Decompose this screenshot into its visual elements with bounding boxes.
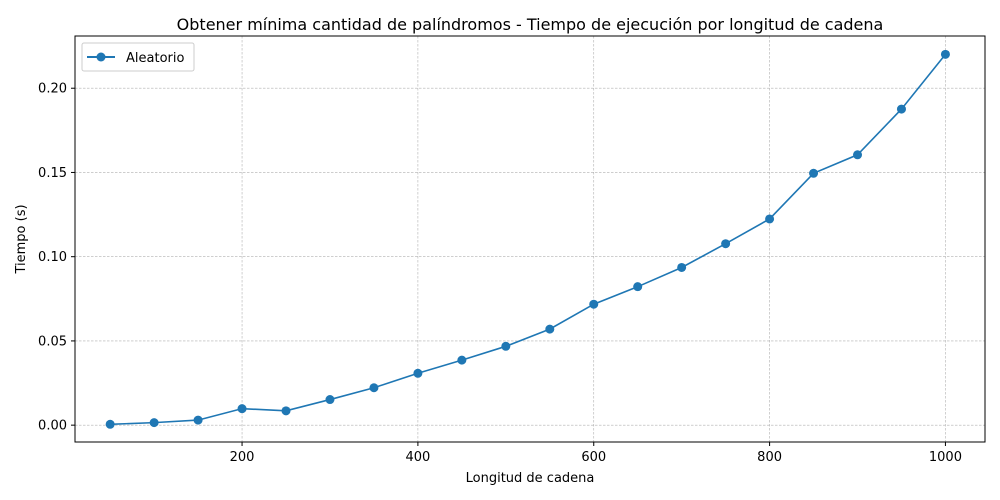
series-layer: [105, 49, 950, 429]
data-point: [193, 415, 203, 425]
x-tick-label: 600: [581, 450, 606, 465]
x-tick-label: 1000: [929, 450, 962, 465]
data-point: [721, 239, 731, 249]
data-point: [369, 383, 379, 393]
plot-frame: [74, 35, 986, 443]
data-point: [677, 262, 687, 272]
data-point: [149, 418, 159, 428]
data-point: [940, 49, 950, 59]
y-tick-label: 0.15: [38, 166, 67, 181]
data-point: [413, 368, 423, 378]
legend-marker: [96, 52, 106, 62]
data-point: [281, 406, 291, 416]
data-point: [765, 214, 775, 224]
legend: Aleatorio: [81, 42, 195, 72]
data-point: [325, 395, 335, 405]
y-tick-label: 0.05: [38, 334, 67, 349]
chart-title: Obtener mínima cantidad de palíndromos -…: [177, 15, 884, 34]
x-axis-label: Longitud de cadena: [466, 471, 595, 486]
data-point: [853, 150, 863, 160]
x-tick-label: 200: [230, 450, 255, 465]
series-line: [110, 53, 947, 426]
data-point: [809, 168, 819, 178]
y-tick-label: 0.00: [38, 419, 67, 434]
legend-box: [81, 42, 195, 72]
data-point: [105, 419, 115, 429]
data-point: [896, 104, 906, 114]
x-tick-label: 800: [757, 450, 782, 465]
tick-layer: 200 400 600 800 1000 0.00 0.05 0.10 0.15 0.20: [38, 82, 962, 465]
data-point: [237, 404, 247, 414]
y-tick-label: 0.10: [38, 250, 67, 265]
legend-label: Aleatorio: [126, 51, 184, 66]
y-axis-label: Tiempo (s): [14, 204, 29, 274]
x-tick-label: 400: [405, 450, 430, 465]
grid-layer: [75, 36, 985, 442]
data-point: [457, 355, 467, 365]
data-point: [633, 282, 643, 292]
data-point: [501, 341, 511, 351]
y-tick-label: 0.20: [38, 82, 67, 97]
data-point: [545, 324, 555, 334]
data-point: [589, 299, 599, 309]
